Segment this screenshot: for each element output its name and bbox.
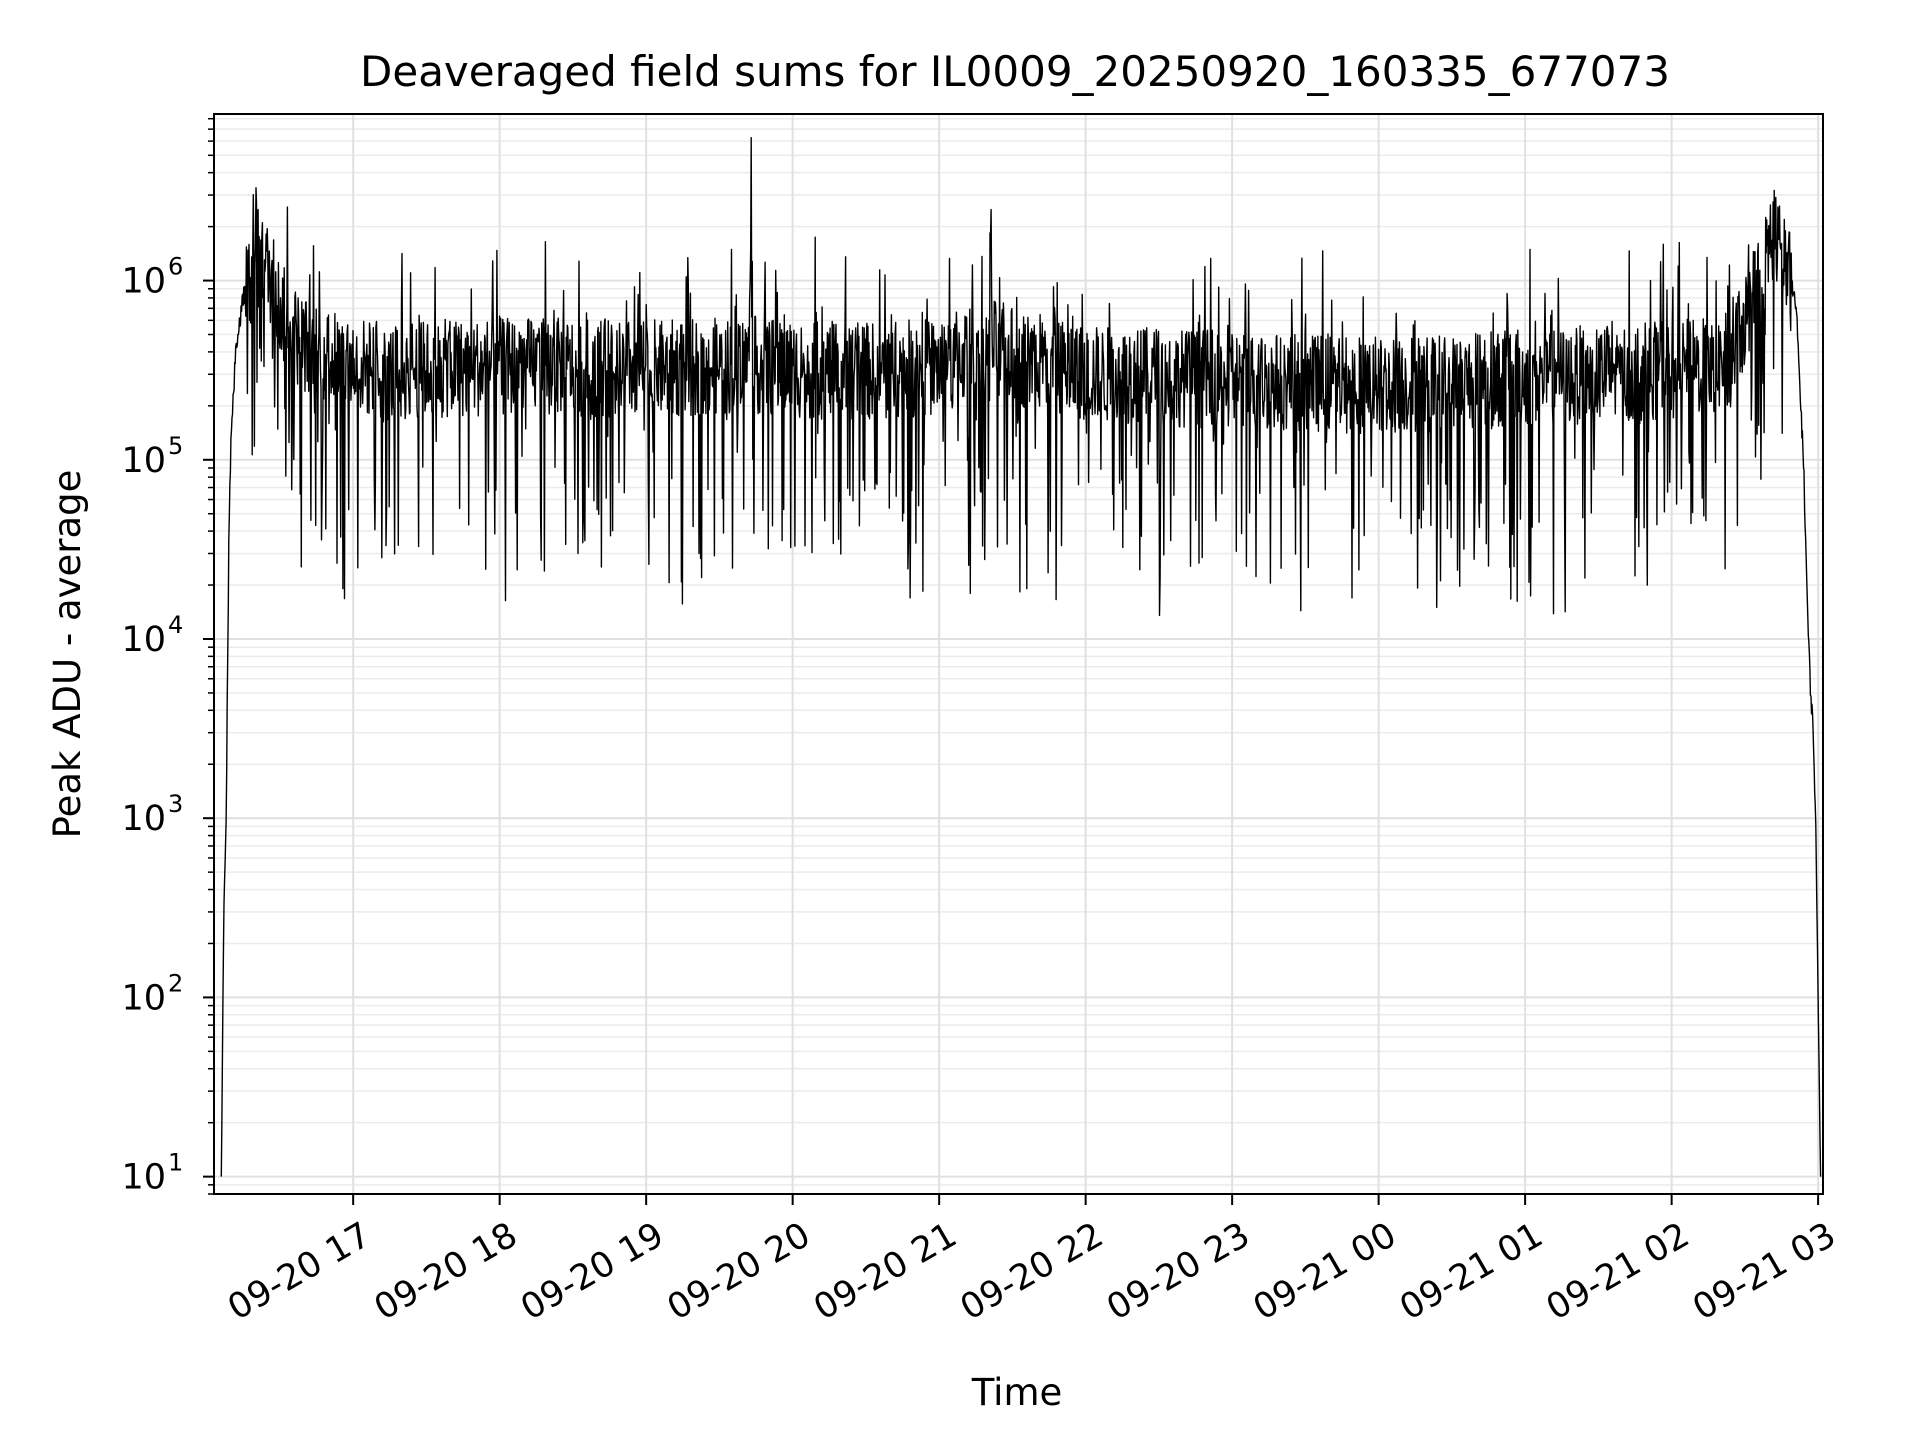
x-axis-label: Time xyxy=(971,1371,1063,1414)
y-tick-label: 10 4 xyxy=(121,611,183,660)
y-axis-label: Peak ADU - average xyxy=(46,470,89,839)
y-tick-label: 10 5 xyxy=(121,432,183,481)
major-gridlines xyxy=(214,114,1823,1194)
plot-background xyxy=(214,114,1823,1194)
series-layer xyxy=(220,136,1822,1177)
y-tick-label: 10 6 xyxy=(121,253,183,302)
chart-title: Deaveraged field sums for IL0009_2025092… xyxy=(360,47,1670,96)
y-tick-label-base: 10 xyxy=(121,978,166,1018)
y-tick-label-exponent: 1 xyxy=(168,1149,183,1177)
y-tick-label-base: 10 xyxy=(121,799,166,839)
y-tick-label-exponent: 4 xyxy=(168,611,183,639)
y-tick-label-base: 10 xyxy=(121,441,166,481)
y-tick-label: 10 1 xyxy=(121,1149,183,1198)
y-tick-label-exponent: 5 xyxy=(168,432,183,460)
y-tick-label-exponent: 3 xyxy=(168,790,183,818)
y-tick-label-exponent: 6 xyxy=(168,253,183,281)
plot-frame xyxy=(213,113,1824,1195)
plot-area xyxy=(213,113,1824,1195)
y-tick-label-exponent: 2 xyxy=(168,969,183,997)
y-tick-label: 10 3 xyxy=(121,790,183,839)
y-tick-label-base: 10 xyxy=(121,620,166,660)
series-line xyxy=(220,136,1822,1177)
y-tick-label-base: 10 xyxy=(121,1158,166,1198)
y-tick-label: 10 2 xyxy=(121,969,183,1018)
y-tick-label-base: 10 xyxy=(121,262,166,302)
